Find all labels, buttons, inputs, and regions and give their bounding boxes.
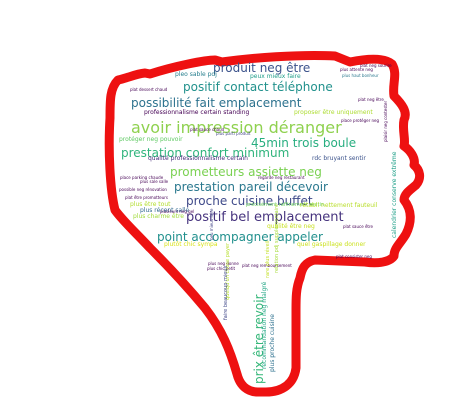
word: point accompagner appeler xyxy=(157,230,323,244)
word: positif contact téléphone xyxy=(183,80,333,94)
word: calendrier conserve extrême xyxy=(391,151,398,238)
word: protéger neg pouvoir xyxy=(119,136,183,143)
word: prestation pareil décevoir xyxy=(174,180,328,194)
word: plus sale salle xyxy=(140,179,169,184)
word: plat neg être xyxy=(358,97,384,102)
word: avoir impression déranger xyxy=(131,118,342,137)
word: proche cuisine buffet xyxy=(186,194,313,208)
word: place parking chaude xyxy=(120,175,164,180)
word: plat neg remboursement xyxy=(242,263,292,268)
word: quel gaspillage donner xyxy=(297,241,366,248)
word: positif bel emplacement xyxy=(186,210,344,225)
word: plat être promotteurs xyxy=(125,195,169,200)
word: proposer être uniquement xyxy=(294,109,373,116)
word: prometteurs assiette neg xyxy=(170,165,322,179)
word: plus parti produit xyxy=(216,131,251,136)
word: plat consister neg xyxy=(336,254,372,259)
word: plat sauce chaud xyxy=(190,127,225,132)
word: plusieurs neg gel xyxy=(160,209,195,214)
word: plus charme être xyxy=(133,213,184,220)
word: plutôt chic sympa xyxy=(164,241,218,248)
word: plat sauce être xyxy=(343,224,373,229)
word: regarde neg restaurant xyxy=(258,175,305,180)
word: 45min trois boule xyxy=(251,136,357,150)
word: peux mieux faire xyxy=(250,73,301,80)
word: plus récent salle xyxy=(140,207,190,214)
word: rare plus réveil xyxy=(265,240,271,279)
word: faire beaucoup mieux xyxy=(223,265,229,320)
word: prestation confort minimum xyxy=(121,146,290,160)
word: peu mieux faire xyxy=(209,208,214,240)
word: plaisir neg contester xyxy=(383,100,388,142)
word: plat neg sourire xyxy=(360,63,392,68)
word: rétabli nettement fauteuil xyxy=(300,202,378,209)
word: relation pdj supplémentaire xyxy=(274,203,280,273)
word: plat dessert chaud xyxy=(130,87,168,92)
word: plus haut bonheur xyxy=(342,73,379,78)
word: produit neg être xyxy=(213,61,311,75)
word: plus chic petit xyxy=(207,266,236,271)
word: plus être tout xyxy=(130,201,171,208)
word: précisément raffinement matin xyxy=(246,202,324,208)
word: professionnalisme certain standing xyxy=(144,109,250,116)
word: pleo sable pdj xyxy=(175,71,217,78)
word: plus neg donne xyxy=(208,261,239,266)
word: place protéger neg xyxy=(341,118,380,123)
word: qualité professionnalisme certain xyxy=(148,155,248,162)
word: possibilité fait emplacement xyxy=(131,96,302,110)
word: rdc bruyant sentir xyxy=(312,155,366,162)
word: qualité être neg xyxy=(267,223,315,230)
word: possible neg rénovation xyxy=(119,187,167,192)
word: plus proche cuisine xyxy=(269,314,276,372)
thumbs-down-shape xyxy=(104,50,425,397)
word: plus attente neg xyxy=(340,67,373,72)
word: recommandation neg malgré xyxy=(261,281,268,369)
